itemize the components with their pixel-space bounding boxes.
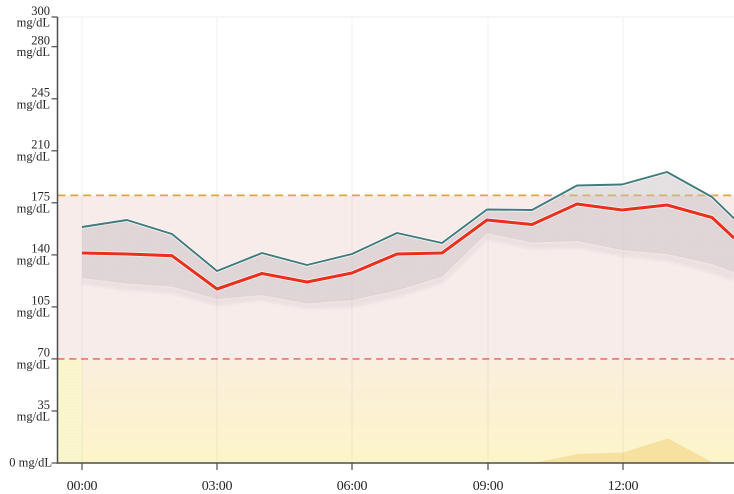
svg-text:mg/dL: mg/dL — [17, 305, 50, 319]
svg-text:175: 175 — [31, 190, 50, 204]
svg-text:09:00: 09:00 — [473, 479, 504, 494]
svg-text:03:00: 03:00 — [202, 479, 233, 494]
svg-text:mg/dL: mg/dL — [17, 16, 50, 30]
svg-text:mg/dL: mg/dL — [17, 201, 50, 215]
svg-text:12:00: 12:00 — [608, 479, 639, 494]
svg-text:280: 280 — [31, 34, 50, 48]
svg-text:35: 35 — [38, 398, 51, 412]
svg-text:245: 245 — [31, 86, 50, 100]
svg-text:0 mg/dL: 0 mg/dL — [9, 456, 52, 470]
svg-text:mg/dL: mg/dL — [17, 45, 50, 59]
svg-text:mg/dL: mg/dL — [17, 149, 50, 163]
svg-text:06:00: 06:00 — [337, 479, 368, 494]
svg-text:mg/dL: mg/dL — [17, 97, 50, 111]
svg-text:00:00: 00:00 — [67, 479, 98, 494]
svg-text:105: 105 — [31, 294, 50, 308]
svg-text:210: 210 — [31, 138, 50, 152]
svg-text:mg/dL: mg/dL — [17, 357, 50, 371]
svg-text:70: 70 — [38, 346, 51, 360]
svg-text:mg/dL: mg/dL — [17, 410, 50, 424]
svg-text:mg/dL: mg/dL — [17, 253, 50, 267]
svg-text:300: 300 — [31, 4, 50, 18]
svg-text:140: 140 — [31, 242, 50, 256]
